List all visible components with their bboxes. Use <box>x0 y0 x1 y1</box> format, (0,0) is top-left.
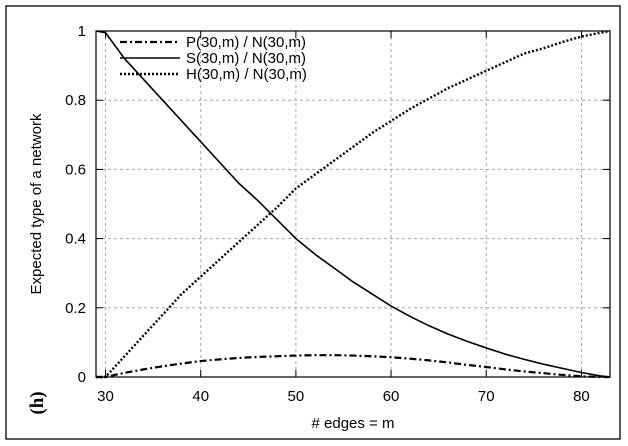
x-tick-label: 50 <box>288 388 305 405</box>
y-axis-label: Expected type of a network <box>28 113 45 294</box>
axis-ticks: 30 40 50 60 70 80 0 0.2 0.4 0.6 0.8 1 <box>65 23 610 405</box>
y-tick-label: 0.8 <box>65 92 86 109</box>
y-tick-label: 0 <box>78 369 86 386</box>
x-tick-label: 30 <box>97 388 114 405</box>
legend: P(30,m) / N(30,m)S(30,m) / N(30,m)H(30,m… <box>120 34 307 83</box>
x-tick-label: 70 <box>478 388 495 405</box>
y-tick-label: 1 <box>78 23 86 40</box>
legend-entry-3: H(30,m) / N(30,m) <box>186 66 307 83</box>
legend-entry-1: P(30,m) / N(30,m) <box>186 34 306 51</box>
series-line-2 <box>95 30 611 378</box>
figure-border <box>5 5 621 440</box>
x-tick-label: 40 <box>192 388 209 405</box>
legend-entry-2: S(30,m) / N(30,m) <box>186 50 306 67</box>
series-line-3 <box>96 29 611 379</box>
x-tick-label: 80 <box>573 388 590 405</box>
plot-frame <box>95 30 611 378</box>
series-line-1 <box>96 354 610 379</box>
y-tick-label: 0.2 <box>65 300 86 317</box>
y-tick-label: 0.6 <box>65 161 86 178</box>
y-tick-label: 0.4 <box>65 231 86 248</box>
series-lines <box>95 29 611 379</box>
x-tick-label: 60 <box>383 388 400 405</box>
panel-label: (h) <box>27 391 48 414</box>
grid-lines <box>96 30 610 378</box>
x-axis-label: # edges = m <box>312 415 395 432</box>
